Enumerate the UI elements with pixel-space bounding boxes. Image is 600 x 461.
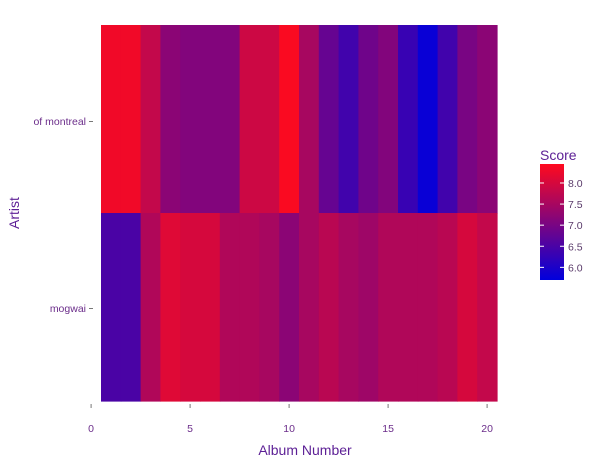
- heatmap-cell: [477, 25, 498, 214]
- heatmap-cell: [338, 213, 359, 402]
- x-axis-title: Album Number: [258, 442, 352, 458]
- heatmap-cell: [457, 25, 478, 214]
- heatmap-cell: [239, 213, 260, 402]
- heatmap-cell: [279, 213, 300, 402]
- heatmap-cell: [299, 213, 320, 402]
- heatmap-cell: [120, 25, 142, 214]
- heatmap-cell: [180, 25, 201, 214]
- heatmap-cell: [101, 213, 122, 402]
- y-axis-title: Artist: [6, 197, 22, 229]
- legend-tick-label: 8.0: [568, 178, 583, 190]
- heatmap-cell: [437, 213, 458, 402]
- heatmap-cell: [180, 213, 201, 402]
- heatmap-cell: [101, 25, 122, 214]
- heatmap-cell: [378, 25, 399, 214]
- heatmap-cell: [140, 213, 161, 402]
- legend-title: Score: [540, 147, 577, 163]
- y-tick-label-of-montreal: of montreal: [33, 116, 86, 128]
- heatmap-cell: [338, 25, 359, 214]
- x-axis: 0 5 10 15 20: [88, 404, 493, 435]
- x-tick-label: 20: [481, 423, 493, 435]
- x-tick-label: 0: [88, 423, 94, 435]
- legend-tick-label: 6.5: [568, 241, 583, 253]
- heatmap-cell: [318, 25, 340, 214]
- heatmap-cell: [160, 213, 181, 402]
- heatmap-cell: [358, 213, 379, 402]
- heatmap-cell: [259, 25, 280, 214]
- heatmap-cell: [200, 25, 221, 214]
- heatmap-cell: [160, 25, 181, 214]
- heatmap-cell: [417, 213, 439, 402]
- heatmap-cell: [219, 25, 241, 214]
- heatmap-cell: [378, 213, 399, 402]
- heatmap-cell: [398, 213, 419, 402]
- heatmap-cell: [457, 213, 478, 402]
- x-tick-label: 10: [283, 423, 295, 435]
- heatmap-cell: [120, 213, 142, 402]
- legend-tick-label: 7.0: [568, 220, 583, 232]
- legend-tick-label: 6.0: [568, 262, 583, 274]
- y-tick-label-mogwai: mogwai: [50, 303, 86, 315]
- heatmap-cells: [101, 25, 498, 402]
- legend-colorbar: [540, 164, 564, 280]
- heatmap-cell: [239, 25, 260, 214]
- heatmap-cell: [437, 25, 458, 214]
- heatmap-cell: [417, 25, 439, 214]
- heatmap-cell: [318, 213, 340, 402]
- x-tick-label: 5: [187, 423, 193, 435]
- legend: Score 6.0 6.5 7.0 7.5 8.0: [540, 147, 583, 280]
- x-tick-label: 15: [382, 423, 394, 435]
- heatmap-cell: [279, 25, 300, 214]
- heatmap-cell: [219, 213, 241, 402]
- heatmap-cell: [259, 213, 280, 402]
- heatmap-cell: [299, 25, 320, 214]
- heatmap-cell: [398, 25, 419, 214]
- heatmap-cell: [477, 213, 498, 402]
- legend-tick-label: 7.5: [568, 199, 583, 211]
- y-axis: of montreal mogwai: [33, 116, 93, 315]
- legend-ticks: 6.0 6.5 7.0 7.5 8.0: [540, 178, 583, 274]
- heatmap-cell: [200, 213, 221, 402]
- heatmap-cell: [140, 25, 161, 214]
- heatmap-cell: [358, 25, 379, 214]
